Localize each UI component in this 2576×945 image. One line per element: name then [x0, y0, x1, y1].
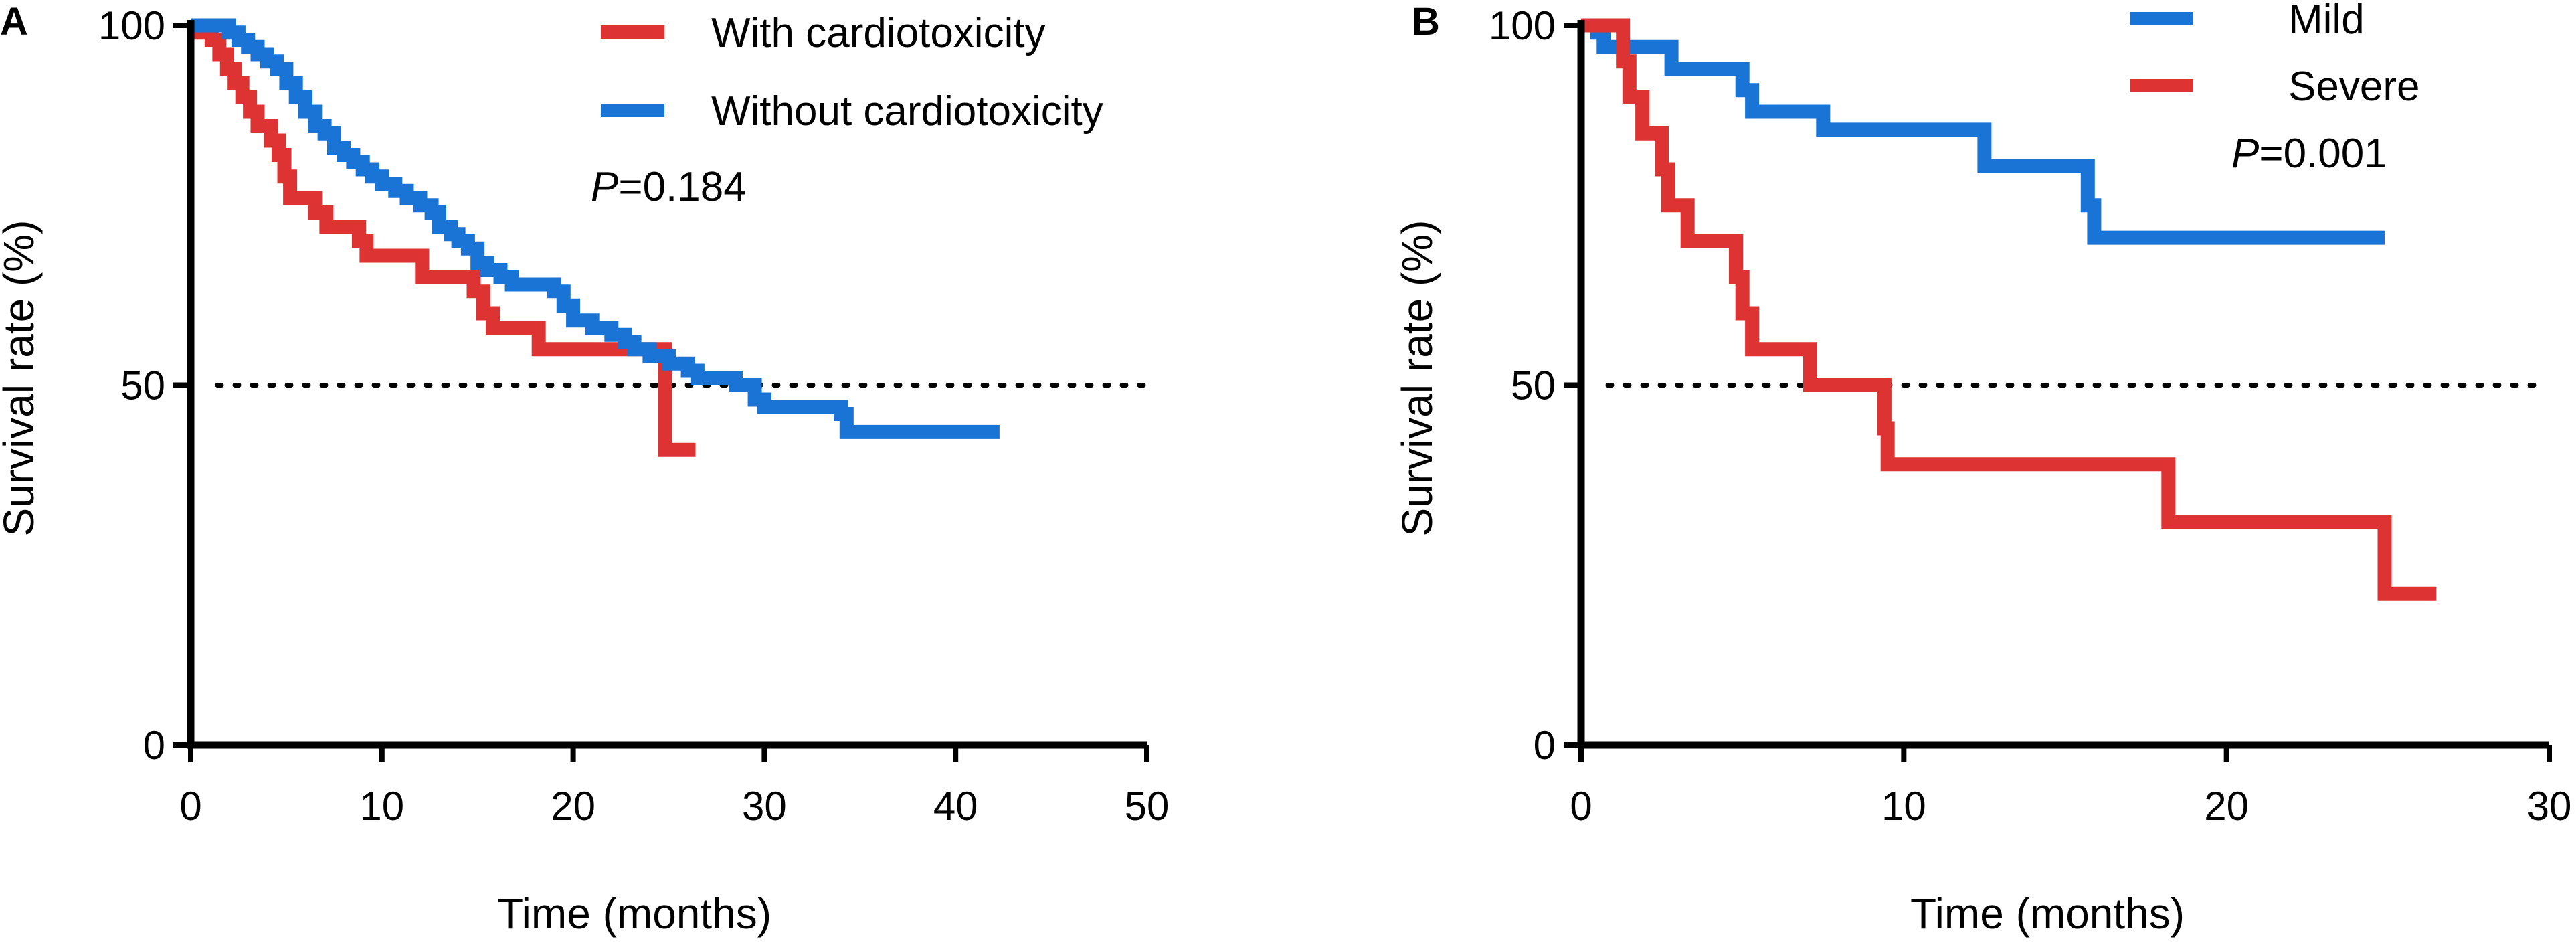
panel-b-legend-swatch-mild	[2130, 12, 2193, 25]
panel-b-x-tick-label: 30	[2527, 784, 2572, 829]
panel-a-x-tick-label: 40	[933, 784, 978, 829]
panel-b-series-group	[1581, 18, 2437, 601]
panel-b-x-axis-label: Time (months)	[1910, 889, 2185, 938]
panel-b-y-axis-label: Survival rate (%)	[1393, 220, 1441, 537]
panel-b-series-line-mild	[1581, 18, 2385, 245]
panel-a-legend: With cardiotoxicity Without cardiotoxici…	[601, 10, 1103, 135]
panel-b-x-tick-label: 0	[1570, 784, 1592, 829]
panel-b-series-line-severe	[1581, 18, 2437, 601]
panel-a: A Survival rate (%) Time (months) 050100…	[0, 0, 1169, 938]
panel-b-legend-label-mild: Mild	[2288, 0, 2365, 43]
panel-a-series-group	[191, 18, 1000, 457]
panel-a-x-tick-label: 20	[551, 784, 595, 829]
panel-a-p-value: P=0.184	[591, 164, 747, 210]
panel-a-x-tick-label: 10	[359, 784, 404, 829]
panel-b-x-ticks: 0 10 20 30	[1570, 745, 2571, 829]
panel-b-legend-swatch-severe	[2130, 79, 2193, 92]
panel-a-y-tick-label: 50	[120, 363, 165, 408]
panel-b-x-tick-label: 10	[1881, 784, 1926, 829]
panel-a-label: A	[0, 0, 28, 44]
panel-a-legend-label-with-cardiotoxicity: With cardiotoxicity	[711, 10, 1046, 56]
panel-a-y-ticks: 0 50 100	[98, 3, 191, 768]
panel-b-legend: Mild Severe	[2130, 0, 2419, 110]
panel-a-legend-swatch-with-cardiotoxicity	[601, 25, 664, 39]
panel-a-series-line-with-cardiotoxicity	[191, 18, 696, 457]
panel-b-y-tick-label: 0	[1534, 723, 1556, 768]
panel-b-legend-label-severe: Severe	[2288, 64, 2419, 110]
panel-b-x-tick-label: 20	[2204, 784, 2249, 829]
panel-a-x-tick-label: 0	[179, 784, 201, 829]
panel-a-y-tick-label: 100	[98, 3, 165, 48]
panel-b-y-tick-label: 100	[1489, 3, 1556, 48]
panel-a-x-tick-label: 30	[742, 784, 787, 829]
panel-b-p-value: P=0.001	[2231, 131, 2387, 177]
panel-b-y-ticks: 0 50 100	[1489, 3, 1581, 768]
panel-a-y-tick-label: 0	[143, 723, 165, 768]
panel-a-y-axis-label: Survival rate (%)	[0, 220, 43, 537]
panel-b-label: B	[1412, 0, 1440, 44]
panel-a-x-ticks: 0 10 20 30 40 50	[179, 745, 1169, 829]
panel-a-legend-swatch-without-cardiotoxicity	[601, 104, 664, 117]
panel-a-x-tick-label: 50	[1125, 784, 1170, 829]
panel-a-series-line-without-cardiotoxicity	[191, 18, 1000, 439]
panel-b-y-tick-label: 50	[1511, 363, 1556, 408]
panel-a-x-axis-label: Time (months)	[497, 889, 771, 938]
panel-a-legend-label-without-cardiotoxicity: Without cardiotoxicity	[711, 88, 1103, 135]
panel-b: B Survival rate (%) Time (months) 050100…	[1393, 0, 2571, 938]
